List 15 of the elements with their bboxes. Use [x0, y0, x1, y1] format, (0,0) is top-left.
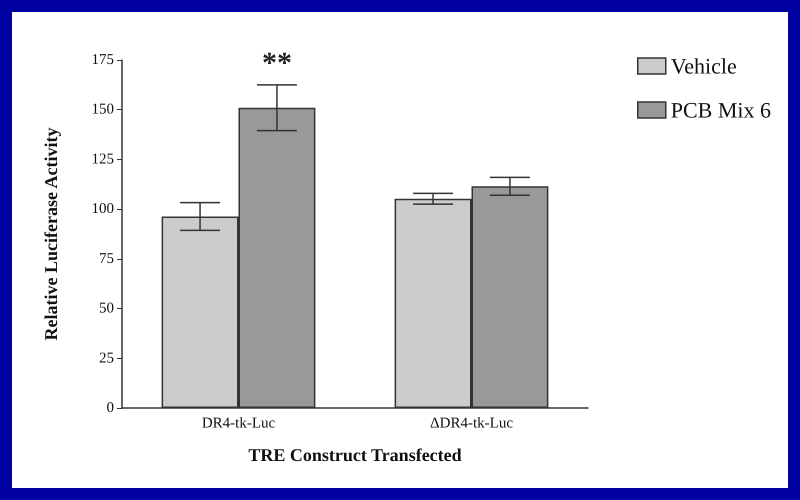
y-tick-label: 75: [99, 250, 114, 267]
annotation: **: [262, 46, 292, 80]
legend-label: Vehicle: [670, 54, 737, 78]
y-tick-label: 150: [92, 102, 114, 118]
x-axis-title: TRE Construct Transfected: [248, 445, 462, 465]
x-tick-label: ΔDR4-tk-Luc: [430, 416, 514, 432]
y-axis-title: Relative Luciferase Activity: [41, 128, 61, 340]
legend-label: PCB Mix 6: [670, 98, 772, 122]
x-tick-label: DR4-tk-Luc: [202, 416, 276, 432]
y-tick-label: 175: [92, 52, 114, 68]
y-tick-label: 50: [99, 300, 114, 317]
y-tick-label: 125: [92, 151, 114, 168]
y-tick-label: 25: [99, 350, 114, 366]
y-tick-label: 0: [106, 400, 114, 416]
y-tick-label: 100: [92, 201, 114, 218]
